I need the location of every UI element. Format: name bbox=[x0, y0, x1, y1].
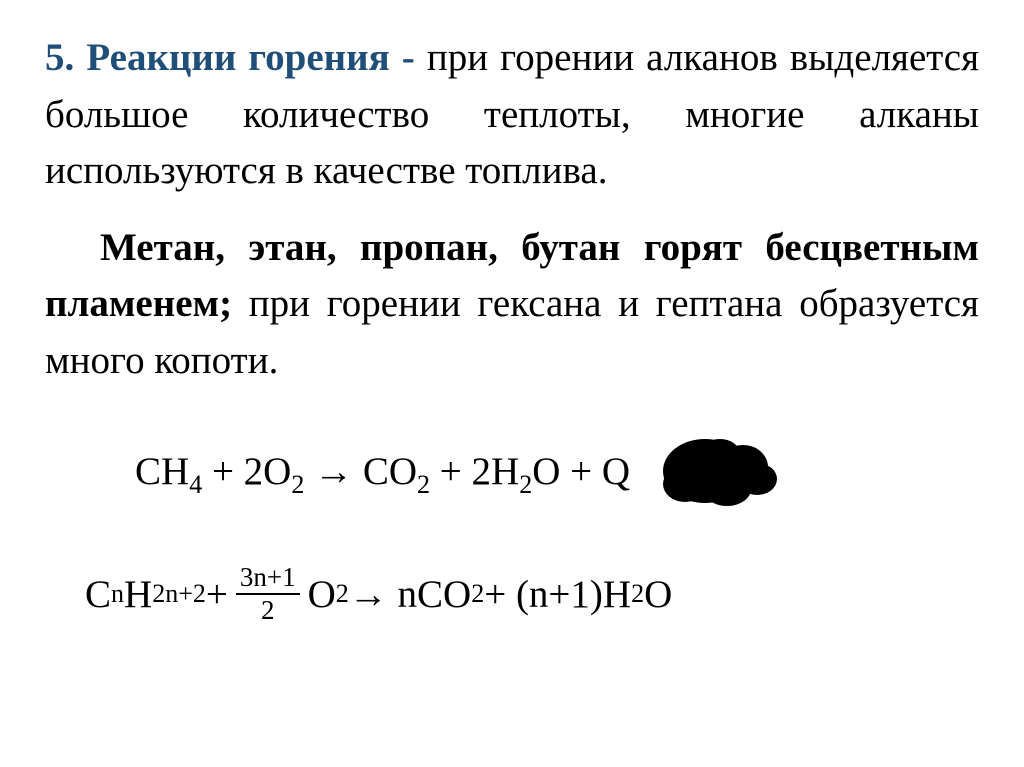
eq1-o2-sub: 2 bbox=[291, 470, 304, 499]
eq2-arrow: → nCO bbox=[349, 572, 471, 617]
equation-2-row: CnH2n+2 + 3n+1 2 O2 → nCO2 + (n+1)H2O bbox=[45, 564, 979, 624]
eq2-frac-bot: 2 bbox=[257, 595, 279, 624]
eq1-plus-h2: + 2H bbox=[430, 450, 519, 493]
heading-number: 5. bbox=[45, 36, 74, 79]
equation-2: CnH2n+2 + 3n+1 2 O2 → nCO2 + (n+1)H2O bbox=[85, 564, 672, 624]
eq1-h2-sub: 2 bbox=[519, 470, 532, 499]
heading-block: 5. Реакции горения - при горении алканов… bbox=[45, 30, 979, 200]
equation-1: CH4 + 2O2 → CO2 + 2H2O + Q bbox=[135, 449, 630, 494]
eq2-o: O bbox=[644, 572, 672, 617]
eq2-o2: O bbox=[308, 572, 336, 617]
eq2-fraction: 3n+1 2 bbox=[236, 564, 300, 624]
eq1-o-q: O + Q bbox=[532, 450, 630, 493]
paragraph-2: Метан, этан, пропан, бутан горят бесцвет… bbox=[45, 220, 979, 390]
eq1-plus-o2: + 2O bbox=[202, 450, 291, 493]
equation-1-row: CH4 + 2O2 → CO2 + 2H2O + Q bbox=[45, 429, 979, 514]
eq1-arrow-co: → CO bbox=[304, 450, 417, 493]
eq1-co2-sub: 2 bbox=[417, 470, 430, 499]
eq1-ch4-sub: 4 bbox=[189, 470, 202, 499]
scribble-redaction bbox=[655, 429, 785, 514]
eq2-h: H bbox=[124, 572, 152, 617]
eq2-c: C bbox=[85, 572, 111, 617]
heading-dash: - bbox=[402, 36, 415, 79]
eq1-ch: CH bbox=[135, 450, 189, 493]
eq2-plus: + bbox=[206, 572, 228, 617]
heading-title: Реакции горения bbox=[86, 36, 389, 79]
eq2-frac-top: 3n+1 bbox=[236, 564, 300, 593]
eq2-rest: + (n+1)H bbox=[484, 572, 631, 617]
